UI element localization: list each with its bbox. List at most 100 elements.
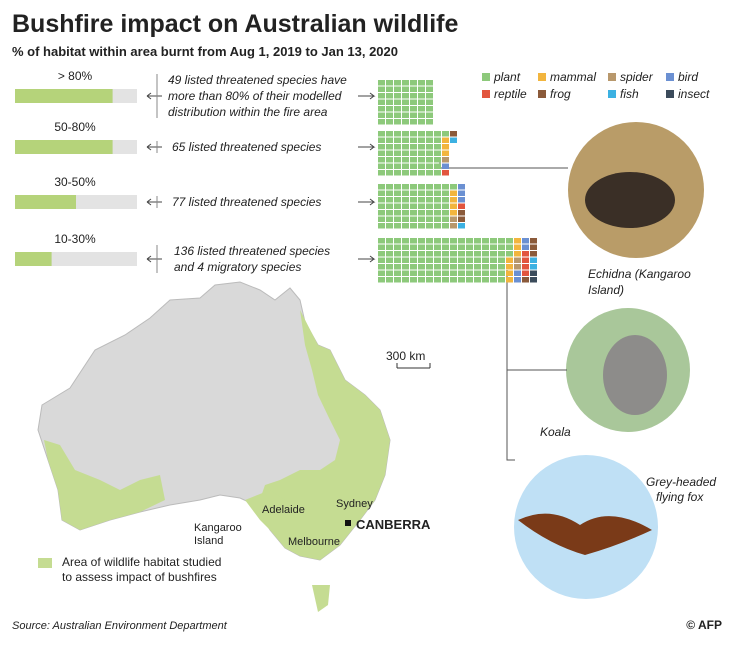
bar-fill <box>15 195 76 209</box>
map <box>37 281 431 612</box>
waffle-cell <box>450 277 457 283</box>
subtitle: % of habitat within area burnt from Aug … <box>12 44 398 59</box>
waffle-cell <box>434 170 441 176</box>
waffle-cell <box>490 257 497 263</box>
legend-swatch <box>538 73 546 81</box>
waffle-cell <box>450 137 457 143</box>
waffle-cell <box>426 157 433 163</box>
waffle-cell <box>394 203 401 209</box>
waffle-cell <box>434 264 441 270</box>
waffle-cell <box>434 251 441 257</box>
waffle-cell <box>410 244 417 250</box>
waffle-cell <box>402 119 409 125</box>
waffle-cell <box>386 223 393 229</box>
waffle-cell <box>450 257 457 263</box>
animal-label: Island) <box>588 283 624 297</box>
waffle-cell <box>418 210 425 216</box>
waffle-cell <box>410 251 417 257</box>
waffle-cell <box>394 257 401 263</box>
waffle-cell <box>402 170 409 176</box>
waffle-cell <box>506 277 513 283</box>
waffle-cell <box>426 197 433 203</box>
waffle-cell <box>394 190 401 196</box>
waffle-cell <box>418 244 425 250</box>
waffle-cell <box>386 184 393 190</box>
waffle-cell <box>418 131 425 137</box>
waffle-cell <box>386 157 393 163</box>
waffle-cell <box>410 223 417 229</box>
waffle-cell <box>418 238 425 244</box>
waffle-cell <box>466 270 473 276</box>
waffle-cell <box>378 112 385 118</box>
waffle-cell <box>402 184 409 190</box>
waffle-cell <box>418 163 425 169</box>
waffle-cell <box>450 270 457 276</box>
waffle-cell <box>410 190 417 196</box>
waffle-cell <box>378 144 385 150</box>
waffle-cell <box>378 203 385 209</box>
waffle-cell <box>410 106 417 112</box>
waffle-cell <box>474 238 481 244</box>
waffle-cell <box>498 270 505 276</box>
waffle-cell <box>394 223 401 229</box>
waffle-cell <box>402 223 409 229</box>
waffle-cell <box>378 150 385 156</box>
waffle-cell <box>426 93 433 99</box>
waffle-cell <box>466 277 473 283</box>
waffle-cell <box>410 203 417 209</box>
bar-fill <box>15 89 113 103</box>
waffle-cell <box>410 150 417 156</box>
waffle-cell <box>426 144 433 150</box>
waffle-cell <box>402 264 409 270</box>
bar-fill <box>15 252 52 266</box>
waffle-cell <box>490 270 497 276</box>
waffle-cell <box>378 184 385 190</box>
waffle-cell <box>402 203 409 209</box>
legend-label: frog <box>550 87 571 101</box>
waffle-cell <box>458 216 465 222</box>
waffle-cell <box>418 119 425 125</box>
waffle-cell <box>402 131 409 137</box>
waffle-cell <box>458 251 465 257</box>
waffle-cell <box>522 264 529 270</box>
waffle-cell <box>426 244 433 250</box>
waffle-cell <box>394 144 401 150</box>
waffle-cell <box>498 257 505 263</box>
waffle-cell <box>394 163 401 169</box>
waffle-cell <box>450 197 457 203</box>
waffle-cell <box>378 210 385 216</box>
waffle-cell <box>402 80 409 86</box>
waffle-cell <box>410 163 417 169</box>
waffle-cell <box>418 112 425 118</box>
waffle-cell <box>386 106 393 112</box>
waffle-cell <box>378 157 385 163</box>
animal-label: Koala <box>540 425 571 439</box>
waffle-cell <box>530 277 537 283</box>
animal-label: Grey-headed <box>646 475 716 489</box>
waffle-cell <box>498 244 505 250</box>
credit: © AFP <box>686 618 722 632</box>
waffle-cell <box>418 257 425 263</box>
waffle-cell <box>386 150 393 156</box>
waffle-cell <box>490 264 497 270</box>
range-label: 30-50% <box>54 175 96 189</box>
waffle-cell <box>442 157 449 163</box>
waffle-cell <box>386 99 393 105</box>
city: Sydney <box>336 498 373 510</box>
waffle-cell <box>426 223 433 229</box>
waffle-cell <box>410 99 417 105</box>
waffle-cell <box>410 270 417 276</box>
waffle-cell <box>386 238 393 244</box>
waffle-cell <box>474 244 481 250</box>
waffle-cell <box>434 277 441 283</box>
waffle-cell <box>386 93 393 99</box>
waffle-cell <box>426 184 433 190</box>
waffle-cell <box>442 137 449 143</box>
waffle-cell <box>450 223 457 229</box>
waffle-cell <box>402 137 409 143</box>
waffle-cell <box>442 277 449 283</box>
waffle-cell <box>378 93 385 99</box>
waffle-cell <box>442 144 449 150</box>
waffle-cell <box>450 210 457 216</box>
arrow <box>358 143 376 151</box>
